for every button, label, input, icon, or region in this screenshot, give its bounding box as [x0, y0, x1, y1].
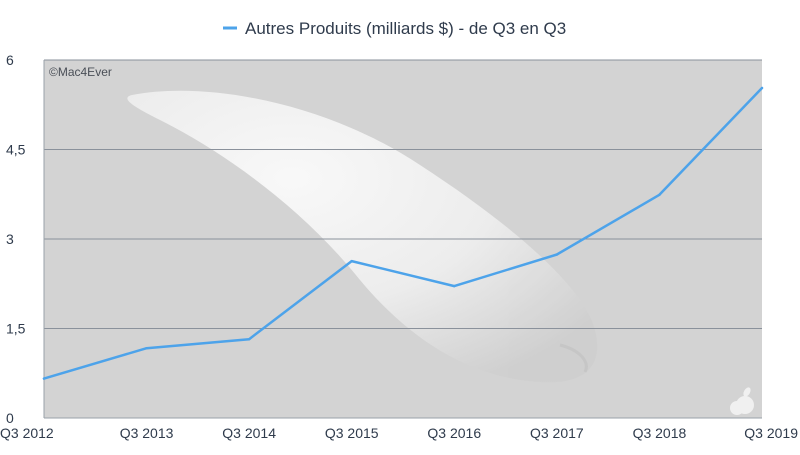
data-point — [453, 284, 456, 288]
y-tick-label: 0 — [6, 410, 14, 426]
x-tick-label: Q3 2016 — [427, 425, 481, 441]
series-line — [42, 86, 764, 380]
x-tick-label: Q3 2012 — [0, 425, 54, 441]
x-tick-label: Q3 2018 — [633, 425, 687, 441]
data-point — [145, 346, 148, 350]
y-tick-label: 1,5 — [6, 321, 26, 337]
x-tick-label: Q3 2015 — [325, 425, 379, 441]
apple-logo-icon — [730, 387, 754, 415]
copyright-watermark: ©Mac4Ever — [49, 65, 112, 79]
data-point — [555, 253, 559, 256]
data-point — [42, 377, 46, 380]
legend-label: Autres Produits (milliards $) - de Q3 en… — [245, 19, 566, 38]
mouse-photo-background — [127, 90, 598, 383]
x-tick-label: Q3 2019 — [744, 425, 798, 441]
x-tick-label: Q3 2013 — [120, 425, 174, 441]
x-tick-label: Q3 2014 — [222, 425, 276, 441]
data-point — [247, 338, 251, 341]
y-tick-label: 6 — [6, 52, 14, 68]
data-point — [760, 86, 764, 90]
x-tick-label: Q3 2017 — [530, 425, 584, 441]
y-tick-label: 3 — [6, 231, 14, 247]
data-point — [350, 259, 353, 263]
y-tick-label: 4,5 — [6, 142, 26, 158]
data-point — [658, 193, 661, 197]
